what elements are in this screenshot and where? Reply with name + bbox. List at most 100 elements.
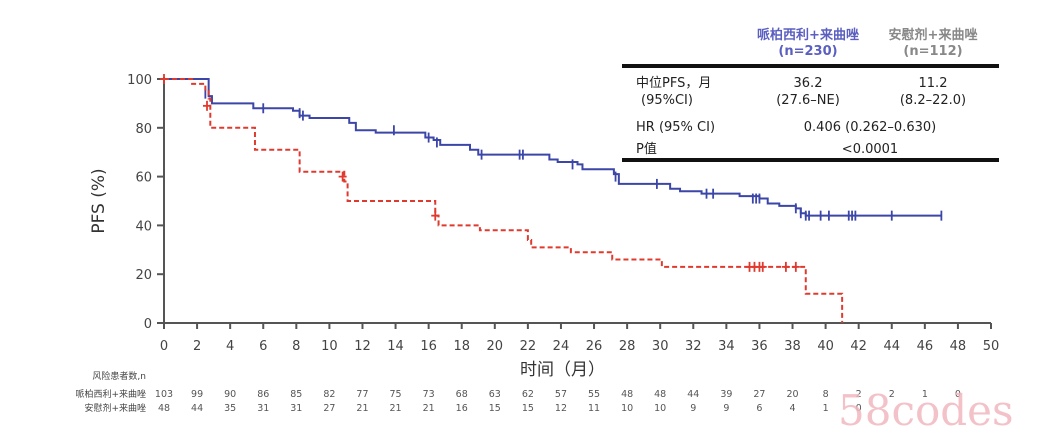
risk-value: 57 bbox=[555, 389, 567, 400]
risk-value: 77 bbox=[356, 389, 368, 400]
y-tick-label: 40 bbox=[135, 219, 152, 234]
risk-value: 6 bbox=[756, 403, 762, 414]
x-tick-label: 4 bbox=[226, 339, 234, 354]
y-tick-label: 20 bbox=[135, 268, 152, 283]
median-treatment: 36.2 bbox=[794, 76, 823, 91]
table-top-rule bbox=[622, 64, 999, 68]
risk-value: 68 bbox=[456, 389, 468, 400]
x-tick-label: 24 bbox=[553, 339, 570, 354]
risk-value: 31 bbox=[257, 403, 269, 414]
risk-value: 21 bbox=[390, 403, 402, 414]
risk-value: 63 bbox=[489, 389, 501, 400]
x-axis-title: 时间（月） bbox=[520, 360, 605, 380]
x-tick-label: 46 bbox=[917, 339, 934, 354]
risk-value: 20 bbox=[786, 389, 798, 400]
x-tick-label: 44 bbox=[883, 339, 900, 354]
x-tick-label: 22 bbox=[520, 339, 537, 354]
risk-value: 1 bbox=[922, 389, 928, 400]
risk-value: 75 bbox=[390, 389, 402, 400]
x-tick-label: 32 bbox=[685, 339, 702, 354]
x-tick-label: 28 bbox=[619, 339, 636, 354]
risk-value: 35 bbox=[224, 403, 236, 414]
risk-table: 风险患者数,n 哌柏西利+来曲唑 安慰剂+来曲唑 103 99 90 86 85 82 77… bbox=[75, 370, 960, 414]
risk-value: 27 bbox=[323, 403, 335, 414]
watermark: 58codes bbox=[838, 386, 1014, 435]
risk-value: 48 bbox=[621, 389, 633, 400]
risk-value: 48 bbox=[654, 389, 666, 400]
risk-value: 2 bbox=[889, 389, 895, 400]
risk-row-label-placebo: 安慰剂+来曲唑 bbox=[84, 402, 146, 414]
x-tick-label: 10 bbox=[321, 339, 338, 354]
risk-value: 99 bbox=[191, 389, 203, 400]
x-tick-label: 26 bbox=[586, 339, 603, 354]
x-tick-label: 34 bbox=[718, 339, 735, 354]
curve-placebo bbox=[164, 78, 844, 323]
x-tick-label: 20 bbox=[487, 339, 504, 354]
x-tick-label: 50 bbox=[983, 339, 1000, 354]
x-tick-label: 30 bbox=[652, 339, 669, 354]
y-tick-label: 100 bbox=[127, 73, 152, 88]
col-header-placebo-n: (n=112) bbox=[903, 44, 962, 59]
risk-value: 44 bbox=[191, 403, 203, 414]
summary-table: 哌柏西利+来曲唑 (n=230) 安慰剂+来曲唑 (n=112) 中位PFS，月… bbox=[622, 27, 999, 162]
x-tick-label: 36 bbox=[751, 339, 768, 354]
risk-value: 0 bbox=[955, 389, 961, 400]
risk-value: 11 bbox=[588, 403, 600, 414]
x-tick-label: 48 bbox=[950, 339, 967, 354]
row-label-p: P值 bbox=[636, 141, 657, 157]
risk-value: 2 bbox=[856, 389, 862, 400]
row-label-hr: HR (95% CI) bbox=[636, 120, 715, 135]
x-tick-label: 8 bbox=[292, 339, 300, 354]
median-ci-treatment: (27.6–NE) bbox=[776, 93, 840, 108]
y-axis-title: PFS (%) bbox=[89, 168, 109, 233]
hr-value: 0.406 (0.262–0.630) bbox=[804, 120, 936, 135]
table-bottom-rule bbox=[622, 158, 999, 162]
x-tick-label: 0 bbox=[160, 339, 168, 354]
y-tick-label: 60 bbox=[135, 171, 152, 186]
risk-value: 103 bbox=[155, 389, 173, 400]
risk-value: 10 bbox=[621, 403, 633, 414]
curves bbox=[160, 74, 943, 323]
risk-value: 21 bbox=[423, 403, 435, 414]
risk-row-label-treatment: 哌柏西利+来曲唑 bbox=[75, 388, 146, 400]
risk-value: 55 bbox=[588, 389, 600, 400]
risk-value: 31 bbox=[290, 403, 302, 414]
row-sublabel-ci: (95%CI) bbox=[641, 93, 693, 108]
risk-value: 15 bbox=[522, 403, 534, 414]
risk-value: 1 bbox=[823, 403, 829, 414]
risk-value: 27 bbox=[753, 389, 765, 400]
x-tick-label: 18 bbox=[453, 339, 470, 354]
p-value: <0.0001 bbox=[842, 142, 898, 157]
risk-value: 12 bbox=[555, 403, 567, 414]
risk-value: 86 bbox=[257, 389, 269, 400]
risk-value: 8 bbox=[823, 389, 829, 400]
risk-value: 16 bbox=[456, 403, 468, 414]
x-tick-label: 38 bbox=[784, 339, 801, 354]
row-label-median: 中位PFS，月 bbox=[636, 76, 711, 91]
risk-value: 15 bbox=[489, 403, 501, 414]
risk-value: 62 bbox=[522, 389, 534, 400]
median-placebo: 11.2 bbox=[919, 76, 948, 91]
risk-value: 85 bbox=[290, 389, 302, 400]
x-tick-label: 2 bbox=[193, 339, 201, 354]
risk-value: 9 bbox=[690, 403, 696, 414]
risk-value: 90 bbox=[224, 389, 236, 400]
risk-value: 21 bbox=[356, 403, 368, 414]
y-tick-label: 80 bbox=[135, 122, 152, 137]
risk-value: 39 bbox=[720, 389, 732, 400]
risk-values: 103 99 90 86 85 82 77 75 73 68 63 62 57 55 48 48 44 39 27 2… bbox=[155, 389, 961, 414]
x-tick-label: 6 bbox=[259, 339, 267, 354]
col-header-treatment: 哌柏西利+来曲唑 bbox=[757, 27, 859, 43]
y-tick-label: 0 bbox=[144, 317, 152, 332]
risk-value: 73 bbox=[423, 389, 435, 400]
x-tick-label: 42 bbox=[850, 339, 867, 354]
risk-value: 0 bbox=[856, 403, 862, 414]
x-tick-label: 14 bbox=[387, 339, 404, 354]
x-tick-label: 12 bbox=[354, 339, 371, 354]
risk-value: 48 bbox=[158, 403, 170, 414]
col-header-placebo: 安慰剂+来曲唑 bbox=[889, 27, 978, 43]
median-ci-placebo: (8.2–22.0) bbox=[900, 93, 966, 108]
risk-table-title: 风险患者数,n bbox=[92, 370, 146, 382]
